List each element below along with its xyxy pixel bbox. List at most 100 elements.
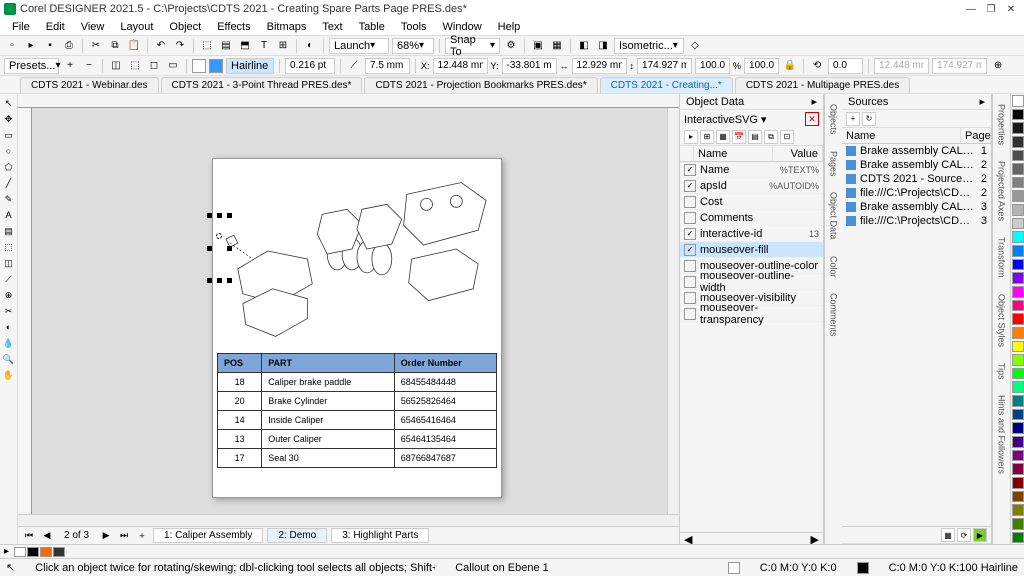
- tb-btn-d[interactable]: T: [256, 38, 272, 54]
- palette-swatch[interactable]: [1012, 341, 1024, 353]
- vtab-transform[interactable]: Transform: [996, 231, 1008, 284]
- tb-btn-c[interactable]: ⬒: [237, 38, 253, 54]
- palette-swatch[interactable]: [1012, 218, 1024, 230]
- projection-dropdown[interactable]: Isometric... ▾: [614, 38, 684, 54]
- tool-10[interactable]: ◫: [2, 256, 16, 270]
- source-row[interactable]: CDTS 2021 - Sources Docker PRES...2: [842, 172, 991, 186]
- pb-6[interactable]: ⟲: [809, 58, 825, 74]
- palette-swatch[interactable]: [1012, 518, 1024, 530]
- snap-dropdown[interactable]: Snap To ▾: [445, 38, 500, 54]
- palette-swatch[interactable]: [1012, 300, 1024, 312]
- palette-swatch[interactable]: [1012, 368, 1024, 380]
- pb-del[interactable]: −: [81, 58, 97, 74]
- palette-swatch[interactable]: [1012, 504, 1024, 516]
- menu-bitmaps[interactable]: Bitmaps: [259, 21, 315, 33]
- sx-input[interactable]: [695, 58, 730, 74]
- palette-swatch[interactable]: [1012, 95, 1024, 107]
- palette-swatch[interactable]: [1012, 272, 1024, 284]
- presets-dropdown[interactable]: Presets... ▾: [4, 58, 59, 74]
- tool-2[interactable]: ▭: [2, 128, 16, 142]
- cut-button[interactable]: ✂: [88, 38, 104, 54]
- vscroll[interactable]: [667, 108, 679, 514]
- tool-5[interactable]: ╱: [2, 176, 16, 190]
- source-row[interactable]: file:///C:\Projects\CDTS 2021 - Crea...3: [842, 214, 991, 228]
- page-next[interactable]: ▶: [99, 530, 113, 541]
- copy-button[interactable]: ⧉: [107, 38, 123, 54]
- palette-swatch[interactable]: [1012, 150, 1024, 162]
- page-prev[interactable]: ◀: [40, 530, 54, 541]
- vtab-tips[interactable]: Tips: [996, 357, 1008, 386]
- new-button[interactable]: ▫: [4, 38, 20, 54]
- src-btn1[interactable]: +: [846, 112, 860, 126]
- fill-swatch-2[interactable]: [209, 59, 223, 73]
- page-tab[interactable]: 3: Highlight Parts: [331, 528, 429, 543]
- pb-2[interactable]: ⬚: [127, 58, 143, 74]
- canvas[interactable]: POSPARTOrder Number 18Caliper brake padd…: [32, 108, 667, 514]
- width-input[interactable]: [285, 58, 335, 74]
- menu-view[interactable]: View: [73, 21, 113, 33]
- objectdata-close-button[interactable]: ✕: [805, 112, 819, 126]
- source-row[interactable]: Brake assembly CALIPER LIST.xls1: [842, 144, 991, 158]
- od-scroll-right[interactable]: ▶: [811, 533, 819, 544]
- pb-1[interactable]: ◫: [108, 58, 124, 74]
- menu-effects[interactable]: Effects: [209, 21, 258, 33]
- palette-swatch[interactable]: [1012, 313, 1024, 325]
- menu-text[interactable]: Text: [314, 21, 350, 33]
- palette-swatch[interactable]: [1012, 231, 1024, 243]
- tool-0[interactable]: ↖: [2, 96, 16, 110]
- snap-options-button[interactable]: ⚙: [503, 38, 519, 54]
- mm-input[interactable]: [365, 58, 410, 74]
- tb-btn-e[interactable]: ⊞: [275, 38, 291, 54]
- color-swatch[interactable]: [53, 547, 65, 557]
- od-btn1[interactable]: ▸: [684, 130, 698, 144]
- print-button[interactable]: ⎙: [61, 38, 77, 54]
- pb-5[interactable]: ⟋: [346, 58, 362, 74]
- menu-help[interactable]: Help: [490, 21, 529, 33]
- pb-add[interactable]: +: [62, 58, 78, 74]
- fill-swatch[interactable]: [192, 59, 206, 73]
- tool-7[interactable]: A: [2, 208, 16, 222]
- palette-swatch[interactable]: [1012, 381, 1024, 393]
- minimize-button[interactable]: —: [962, 2, 980, 16]
- w-input[interactable]: [572, 58, 627, 74]
- tool-9[interactable]: ⬚: [2, 240, 16, 254]
- tool-1[interactable]: ✥: [2, 112, 16, 126]
- outline-width-dropdown[interactable]: Hairline: [226, 58, 274, 74]
- menu-object[interactable]: Object: [161, 21, 209, 33]
- palette-swatch[interactable]: [1012, 204, 1024, 216]
- field-row[interactable]: ✓interactive-id13: [680, 226, 823, 242]
- vtab-comments[interactable]: Comments: [828, 287, 840, 343]
- vtab-objects[interactable]: Objects: [828, 98, 840, 141]
- rot-input[interactable]: [828, 58, 863, 74]
- undo-button[interactable]: ↶: [153, 38, 169, 54]
- source-row[interactable]: Brake assembly CALIPER LIST.xls2: [842, 158, 991, 172]
- src-foot1[interactable]: ▦: [941, 528, 955, 542]
- palette-swatch[interactable]: [1012, 109, 1024, 121]
- tb-btn-k[interactable]: ◇: [687, 38, 703, 54]
- palette-swatch[interactable]: [1012, 436, 1024, 448]
- palette-swatch[interactable]: [1012, 409, 1024, 421]
- src-foot2[interactable]: ⟳: [957, 528, 971, 542]
- tb-btn-f[interactable]: ◐: [302, 38, 318, 54]
- od-scroll-left[interactable]: ◀: [684, 533, 692, 544]
- palette-swatch[interactable]: [1012, 491, 1024, 503]
- maximize-button[interactable]: ❐: [982, 2, 1000, 16]
- ruler-vertical[interactable]: [18, 108, 32, 514]
- field-row[interactable]: mouseover-outline-width: [680, 274, 823, 290]
- vtab-object-styles[interactable]: Object Styles: [996, 288, 1008, 353]
- tool-15[interactable]: 💧: [2, 336, 16, 350]
- tool-12[interactable]: ⊕: [2, 288, 16, 302]
- palette-swatch[interactable]: [1012, 422, 1024, 434]
- lock-ratio-button[interactable]: 🔒: [782, 58, 798, 74]
- palette-swatch[interactable]: [1012, 136, 1024, 148]
- palette-swatch[interactable]: [1012, 163, 1024, 175]
- vtab-object-data[interactable]: Object Data: [828, 186, 840, 246]
- status-outline-swatch[interactable]: [857, 562, 869, 574]
- color-swatch[interactable]: [27, 547, 39, 557]
- doc-tab[interactable]: CDTS 2021 - 3-Point Thread PRES.des*: [161, 77, 363, 93]
- selection-handles[interactable]: [207, 213, 232, 283]
- field-row[interactable]: mouseover-transparency: [680, 306, 823, 322]
- pb-7[interactable]: ⊕: [990, 58, 1006, 74]
- palette-swatch[interactable]: [1012, 532, 1024, 544]
- hscroll[interactable]: [18, 514, 679, 526]
